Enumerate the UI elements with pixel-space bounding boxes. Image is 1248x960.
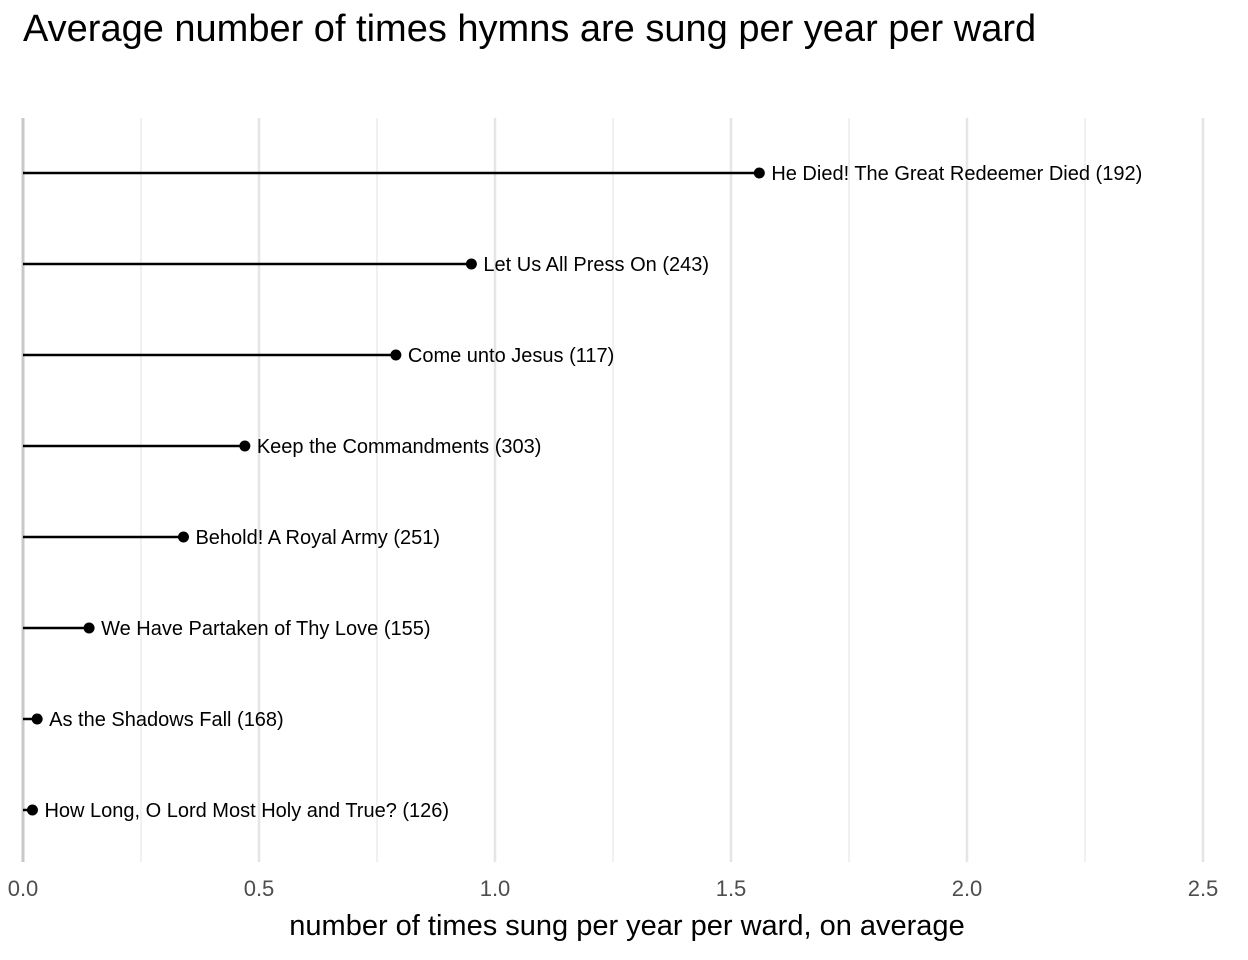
x-tick-label: 2.0 [952,876,983,901]
point-label: Come unto Jesus (117) [408,345,614,367]
chart-title: Average number of times hymns are sung p… [23,8,1037,50]
point-labels: He Died! The Great Redeemer Died (192) Le… [44,163,1142,822]
lollipop-point [465,258,477,270]
x-tick-labels: 0.0 0.5 1.0 1.5 2.0 2.5 [8,876,1219,901]
x-tick-label: 0.0 [8,876,39,901]
lollipop-point [390,349,402,361]
lollipop-point [31,713,43,725]
x-axis-label: number of times sung per year per ward, … [289,910,964,942]
point-label: He Died! The Great Redeemer Died (192) [771,163,1142,185]
x-tick-label: 1.5 [716,876,747,901]
point-label: We Have Partaken of Thy Love (155) [101,618,430,640]
point-label: Let Us All Press On (243) [483,254,709,276]
point-label: Keep the Commandments (303) [257,436,542,458]
lollipop-stems [23,171,760,812]
x-tick-label: 2.5 [1188,876,1219,901]
lollipop-point [239,440,251,452]
x-tick-label: 0.5 [244,876,275,901]
lollipop-point [753,167,765,179]
lollipop-points [26,167,765,816]
point-label: How Long, O Lord Most Holy and True? (12… [44,800,449,822]
grid-lines [21,118,1205,862]
point-label: As the Shadows Fall (168) [49,709,284,731]
point-label: Behold! A Royal Army (251) [195,527,440,549]
lollipop-point [177,531,189,543]
x-tick-label: 1.0 [480,876,511,901]
lollipop-point [26,804,38,816]
lollipop-point [83,622,95,634]
